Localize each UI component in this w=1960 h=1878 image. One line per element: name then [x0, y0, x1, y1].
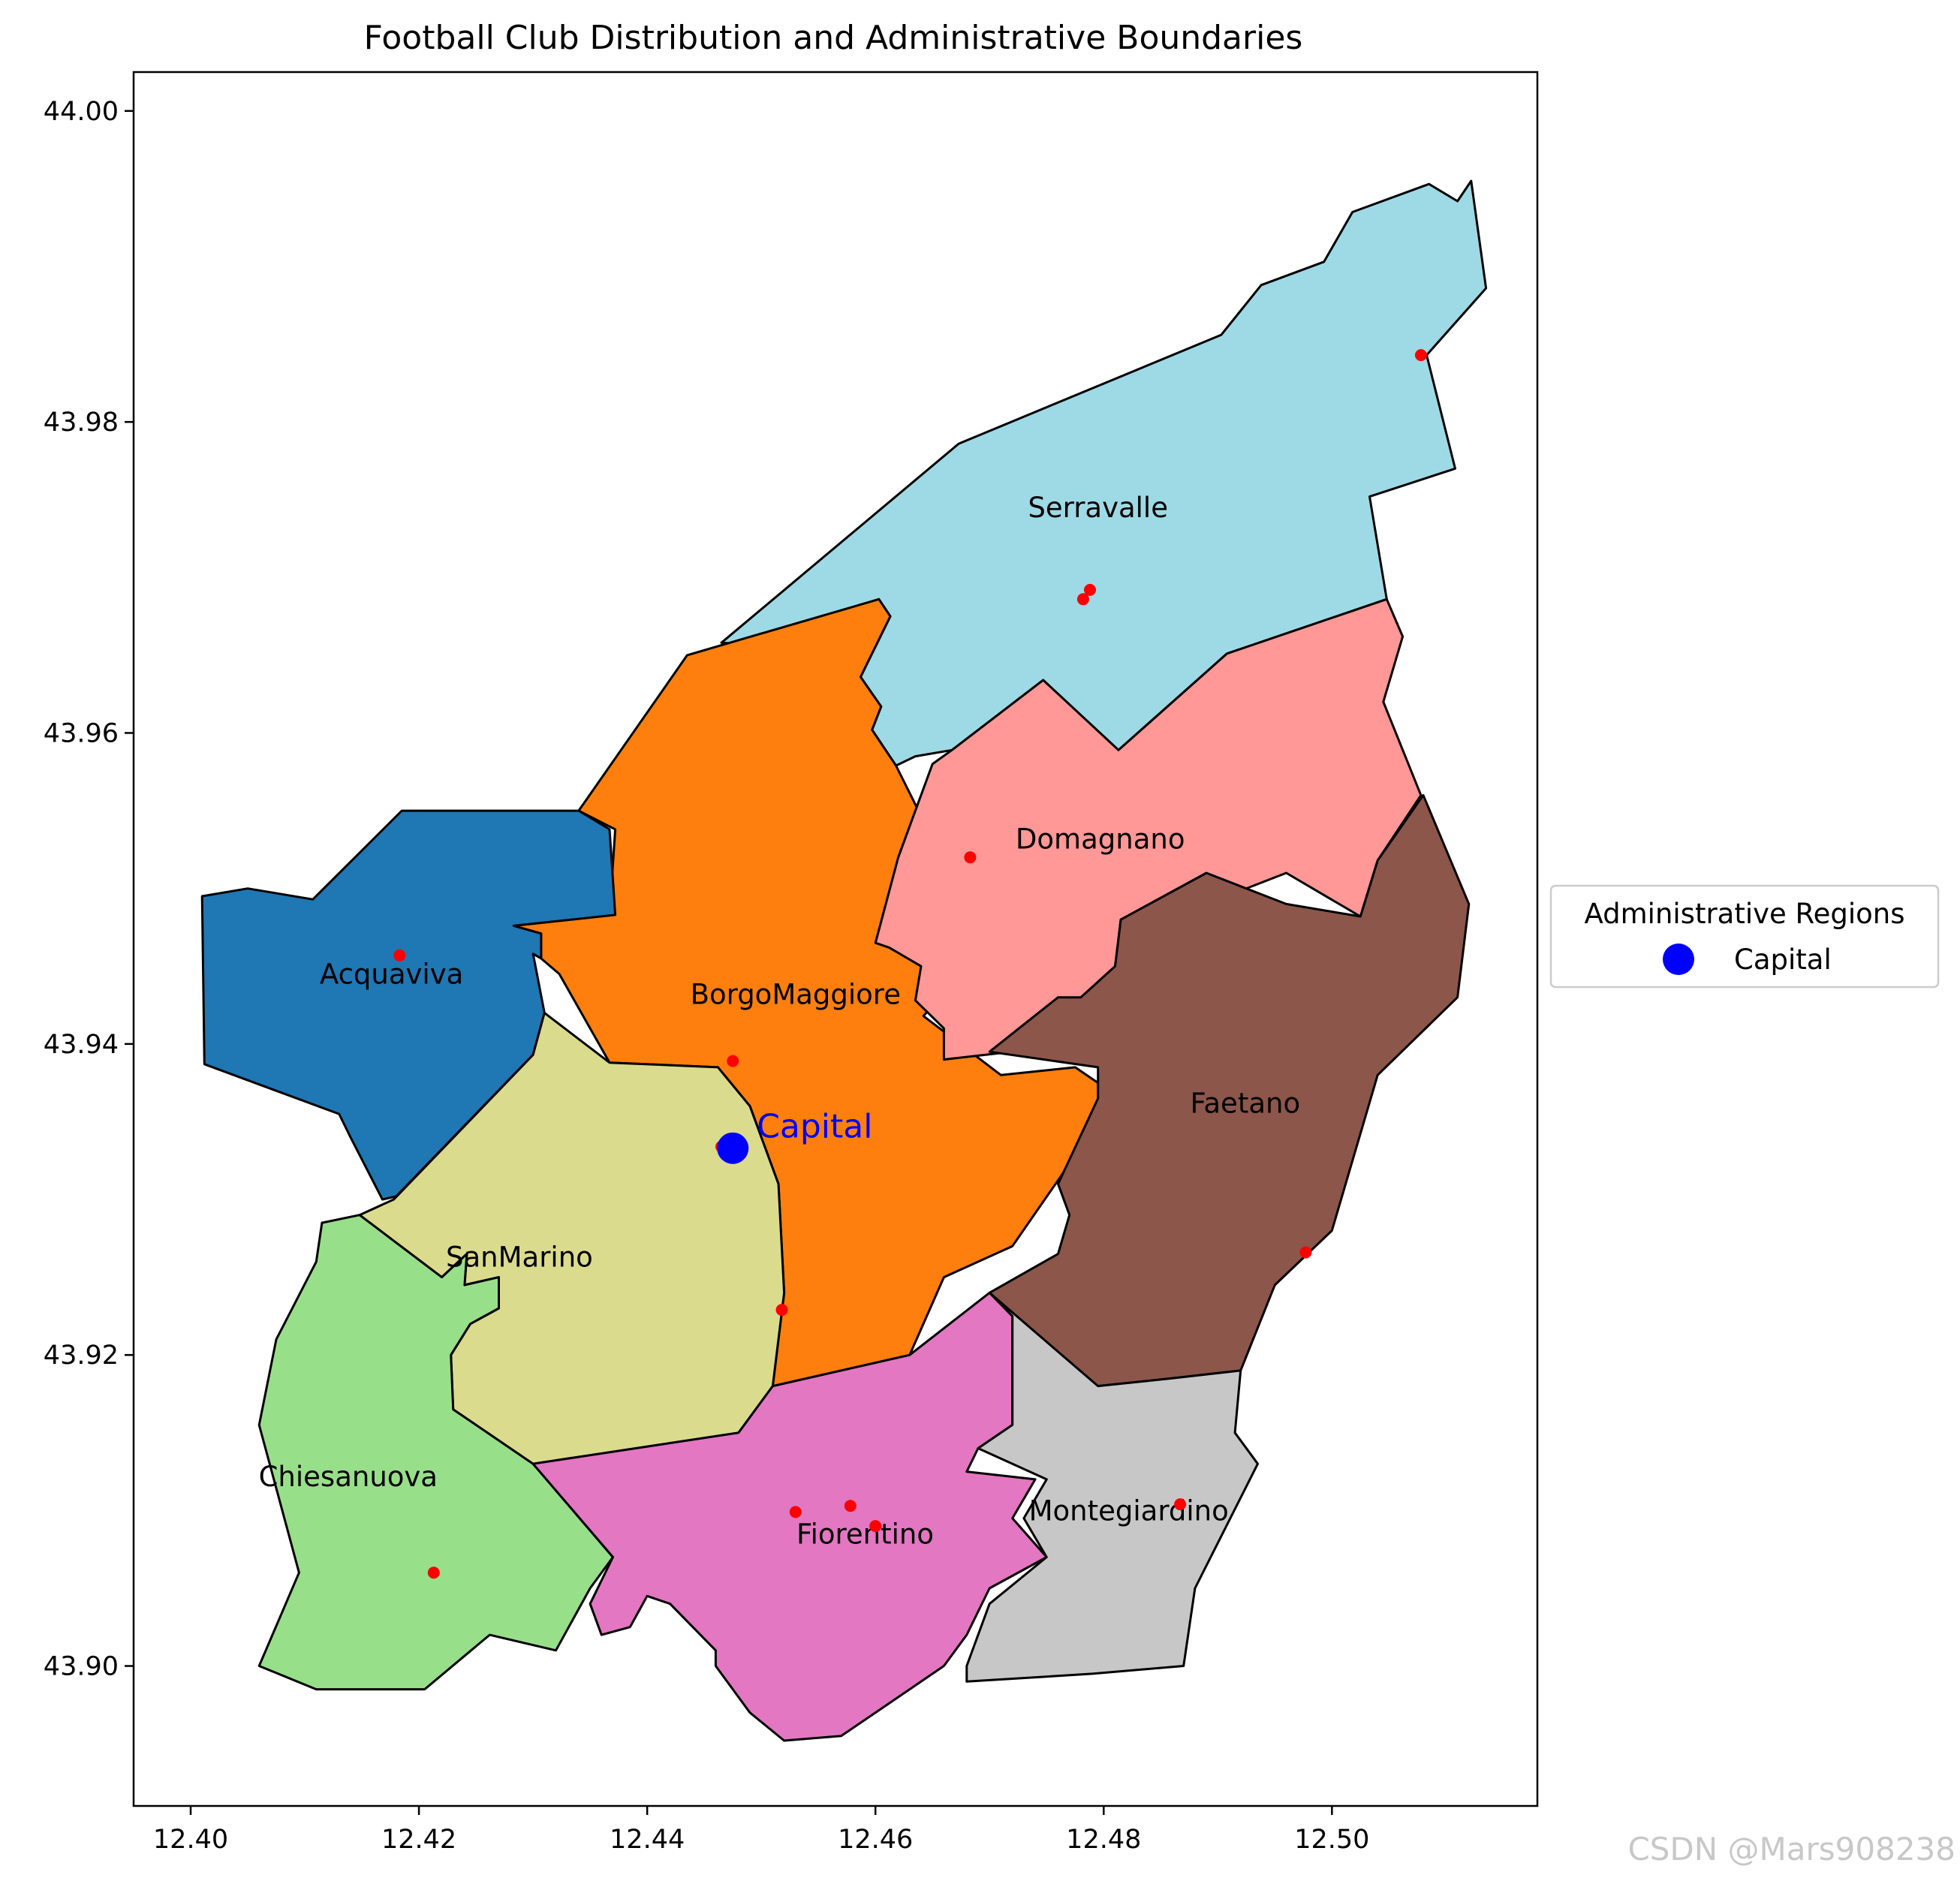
club-marker: [844, 1500, 857, 1512]
x-tick-label: 12.40: [153, 1825, 228, 1855]
region-acquaviva: [200, 809, 617, 1201]
legend-title: Administrative Regions: [1584, 898, 1904, 930]
legend: Administrative Regions Capital: [1549, 884, 1940, 989]
club-marker: [789, 1506, 802, 1518]
legend-capital-marker: [1663, 944, 1694, 975]
region-label-fiorentino: Fiorentino: [796, 1518, 934, 1550]
club-marker: [727, 1055, 739, 1067]
club-marker: [1414, 349, 1427, 362]
capital-label: Capital: [757, 1108, 872, 1146]
club-marker: [1174, 1498, 1187, 1511]
region-label-chiesanuova: Chiesanuova: [259, 1461, 438, 1493]
region-faetano: [988, 793, 1471, 1391]
axes-frame: [132, 71, 1539, 1807]
club-marker: [393, 949, 406, 962]
y-axis: 43.90 43.92 43.94 43.96 43.98 44.00: [44, 97, 134, 1682]
club-marker: [1076, 593, 1089, 606]
x-tick-label: 12.48: [1066, 1825, 1141, 1855]
x-tick-label: 12.50: [1294, 1825, 1369, 1855]
x-tick-label: 12.44: [610, 1825, 685, 1855]
capital-marker: [717, 1132, 749, 1164]
club-marker: [869, 1520, 882, 1533]
y-tick-label: 43.92: [44, 1341, 119, 1371]
x-tick-label: 12.42: [381, 1825, 456, 1855]
y-tick-label: 44.00: [44, 97, 119, 127]
y-tick-label: 43.98: [44, 408, 119, 438]
region-label-montegiardino: Montegiardino: [1029, 1494, 1229, 1527]
x-tick-label: 12.46: [838, 1825, 913, 1855]
y-tick-label: 43.90: [44, 1652, 119, 1682]
region-label-sanmarino: SanMarino: [446, 1241, 593, 1274]
region-label-borgomaggiore: BorgoMaggiore: [691, 979, 901, 1011]
region-label-domagnano: Domagnano: [1016, 823, 1185, 855]
club-marker: [1299, 1246, 1312, 1259]
club-marker: [1084, 583, 1096, 596]
watermark: CSDN @Mars908238: [1627, 1831, 1955, 1867]
legend-capital-label: Capital: [1734, 944, 1832, 976]
club-markers: [393, 349, 1427, 1579]
region-label-acquaviva: Acquaviva: [320, 959, 463, 991]
region-label-faetano: Faetano: [1191, 1088, 1301, 1120]
club-marker: [427, 1567, 440, 1579]
chart-title: Football Club Distribution and Administr…: [364, 19, 1303, 57]
y-tick-label: 43.96: [44, 718, 119, 748]
region-montegiardino: [965, 1291, 1259, 1683]
capital-marker-group: Capital: [717, 1108, 872, 1164]
region-labels: Serravalle BorgoMaggiore Acquaviva Domagnan…: [259, 492, 1300, 1550]
club-marker: [964, 851, 977, 864]
legend-frame: [1549, 884, 1940, 989]
region-label-serravalle: Serravalle: [1028, 492, 1168, 524]
y-tick-label: 43.94: [44, 1030, 119, 1060]
club-marker: [775, 1304, 788, 1317]
x-axis: 12.40 12.42 12.44 12.46 12.48 12.50: [153, 1806, 1369, 1855]
regions-layer: [200, 179, 1488, 1742]
